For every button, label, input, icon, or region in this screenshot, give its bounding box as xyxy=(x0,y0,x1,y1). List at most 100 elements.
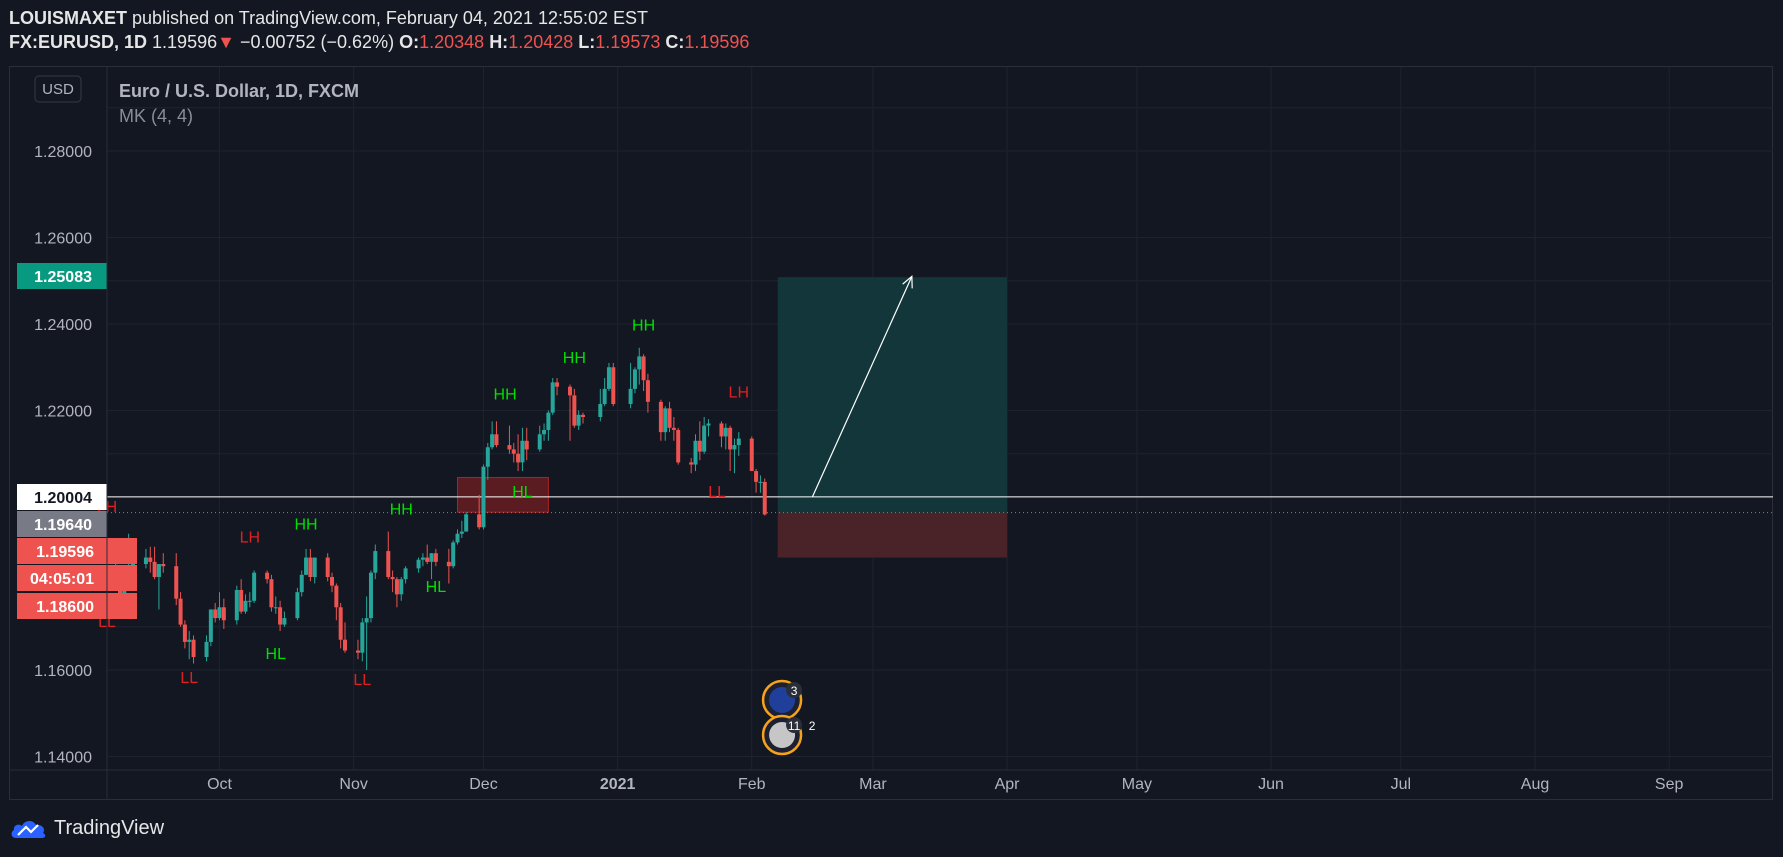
candle xyxy=(299,574,304,593)
author-name[interactable]: LOUISMAXET xyxy=(9,8,128,28)
price-tag-label: 1.18600 xyxy=(36,599,94,616)
swing-label: HH xyxy=(563,350,586,367)
candle xyxy=(641,356,646,381)
swing-label: HL xyxy=(512,484,533,501)
candle xyxy=(524,440,529,450)
candle xyxy=(477,514,482,528)
y-tick-label: 1.14000 xyxy=(34,750,92,767)
currency-button[interactable] xyxy=(34,75,82,103)
price-tag-label: 04:05:01 xyxy=(30,571,94,588)
legend: USD Euro / U.S. Dollar, 1D, FXCM MK (4, … xyxy=(34,75,359,126)
candle xyxy=(239,589,244,612)
candle xyxy=(637,356,642,370)
event-badges: 3 11 2 xyxy=(761,679,816,756)
candle xyxy=(490,434,495,448)
candle xyxy=(213,609,218,619)
swing-label: LL xyxy=(353,672,371,689)
low-value: 1.19573 xyxy=(595,32,661,52)
currency-button-label: USD xyxy=(42,81,74,98)
y-tick-label: 1.24000 xyxy=(34,317,92,334)
candle xyxy=(546,412,551,430)
candle xyxy=(732,445,737,450)
candle xyxy=(273,607,278,609)
x-tick-label: Nov xyxy=(339,776,367,793)
candle xyxy=(148,557,153,562)
candle xyxy=(645,380,650,402)
candle xyxy=(602,388,607,405)
candle xyxy=(234,589,239,621)
x-tick-label: May xyxy=(1122,776,1152,793)
candle xyxy=(511,449,516,454)
trend-arrow xyxy=(811,276,913,498)
candle xyxy=(689,462,694,465)
candle xyxy=(702,425,707,452)
published-text: published on TradingView.com, February 0… xyxy=(132,8,649,28)
candle xyxy=(403,568,408,580)
y-tick-label: 1.22000 xyxy=(34,404,92,421)
candle xyxy=(373,551,378,573)
publish-info: LOUISMAXET published on TradingView.com,… xyxy=(9,8,648,29)
candle xyxy=(399,579,404,595)
swing-label: HL xyxy=(426,579,447,596)
drawings xyxy=(107,275,1773,558)
tradingview-logo[interactable]: TradingView xyxy=(10,816,164,840)
x-tick-label: Mar xyxy=(859,776,887,793)
candle xyxy=(706,423,711,426)
candle xyxy=(252,572,257,601)
candle xyxy=(723,427,728,437)
indicator-label[interactable]: MK (4, 4) xyxy=(119,106,193,126)
candle xyxy=(611,367,616,405)
candle xyxy=(658,401,663,433)
price-tag xyxy=(17,565,137,591)
y-tick-label: 1.26000 xyxy=(34,231,92,248)
price-tag xyxy=(17,484,107,510)
time-axis: Oct Nov Dec 2021 Feb Mar Apr May Jun Jul Aug Sep xyxy=(10,769,1773,793)
badge-count-bg xyxy=(786,682,803,698)
arrow-head-icon xyxy=(902,275,913,289)
candle xyxy=(191,639,196,658)
badge-count: 11 xyxy=(788,719,801,733)
candle xyxy=(446,561,451,567)
supply-box xyxy=(457,477,549,513)
candle xyxy=(182,624,187,642)
candle xyxy=(161,564,166,567)
candle xyxy=(719,423,724,437)
price-tag-label: 1.20004 xyxy=(34,490,92,507)
candle xyxy=(663,408,668,433)
x-tick-label: Aug xyxy=(1521,776,1549,793)
x-tick-label: Feb xyxy=(738,776,766,793)
x-tick-label: Jun xyxy=(1258,776,1284,793)
candle xyxy=(576,414,581,426)
swing-label: HH xyxy=(632,317,655,334)
candle xyxy=(736,438,741,446)
candle xyxy=(581,414,585,417)
x-tick-label: Jul xyxy=(1391,776,1411,793)
candle xyxy=(338,607,343,640)
swing-label: HL xyxy=(266,646,287,663)
candle xyxy=(278,607,283,625)
low-label: L: xyxy=(578,32,596,52)
price-tag xyxy=(17,593,137,619)
swing-label: LH xyxy=(240,529,260,546)
price-change: −0.00752 (−0.62%) xyxy=(239,32,395,52)
price-axis: 1.280001.260001.240001.220001.200001.160… xyxy=(17,67,137,800)
candle xyxy=(217,607,222,619)
candle xyxy=(295,592,300,619)
open-value: 1.20348 xyxy=(419,32,485,52)
candle xyxy=(455,533,460,543)
ohlc-header: FX:EURUSD, 1D 1.19596▼ −0.00752 (−0.62%)… xyxy=(9,32,749,53)
last-price: 1.19596 xyxy=(152,32,218,52)
candle xyxy=(632,369,637,389)
candle xyxy=(156,564,161,578)
badge-count-bg xyxy=(786,717,803,733)
candle xyxy=(693,440,698,465)
x-tick-label: Oct xyxy=(207,776,232,793)
chart-frame xyxy=(9,66,1773,800)
candle xyxy=(433,553,438,562)
target-zone xyxy=(777,277,1008,513)
candle xyxy=(754,471,759,482)
candle xyxy=(368,572,373,619)
candle xyxy=(520,440,525,463)
candle xyxy=(208,609,213,642)
